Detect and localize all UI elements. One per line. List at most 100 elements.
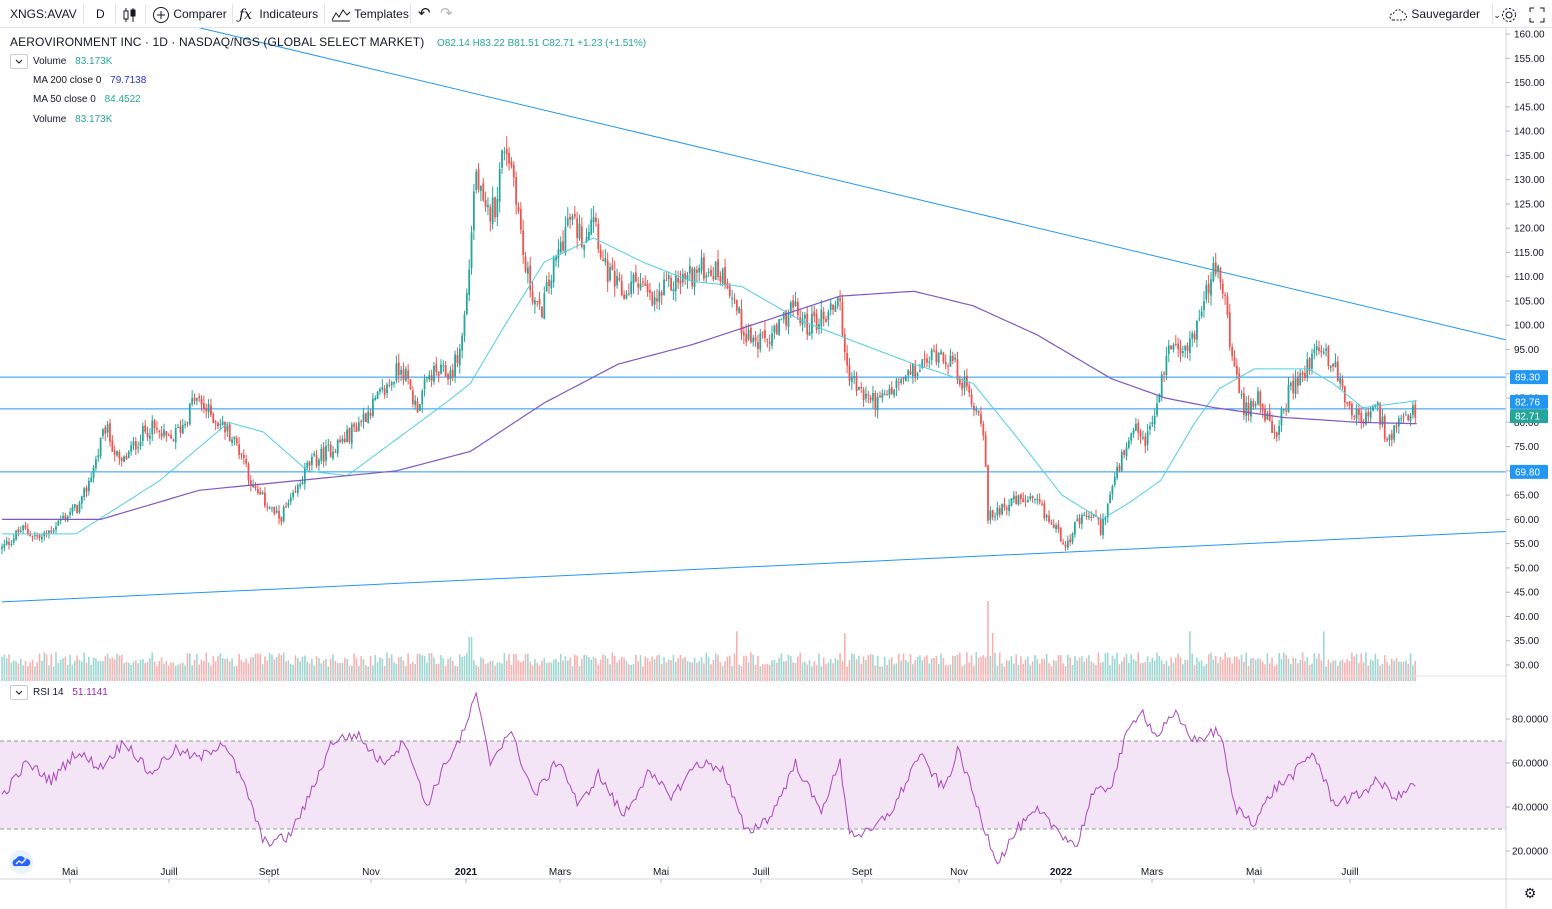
volume-bar [1297, 663, 1299, 681]
candle-body [292, 492, 295, 497]
rsi-tick-label: 60.0000 [1512, 759, 1549, 770]
save-button[interactable]: Sauvegarder ⌄ [1388, 0, 1501, 28]
volume-bar [440, 654, 442, 681]
legend-ma200[interactable]: MA 200 close 0 79.7138 [33, 75, 146, 86]
price-tick-label: 65.00 [1514, 491, 1539, 502]
rsi-axis[interactable]: 80.0000 60.0000 40.0000 20.0000 [1506, 715, 1549, 858]
candle-body [1306, 359, 1309, 378]
candle-body [578, 223, 581, 239]
candle-body [1268, 411, 1271, 422]
volume-bar [109, 658, 111, 681]
candle-body [214, 421, 217, 423]
candle-body [120, 458, 123, 461]
candle-body [503, 151, 506, 153]
volume-bar [588, 657, 590, 681]
candle-body [1048, 515, 1050, 522]
volume-bar [804, 661, 806, 681]
volume-bar [778, 657, 780, 681]
candle-body [623, 294, 626, 299]
volume-bar [12, 660, 15, 681]
time-axis[interactable]: Mai Juill Sept Nov 2021 Mars Mai Juill Sept Nov 20… [62, 867, 1536, 901]
candle-body [531, 291, 534, 303]
indicators-button[interactable]: ƒx Indicateurs [239, 0, 318, 28]
candle-body [409, 379, 412, 389]
volume-bar [386, 652, 388, 681]
candle-body [961, 382, 964, 390]
volume-bar [782, 661, 785, 681]
volume-bar [332, 654, 334, 681]
volume-bar [1273, 666, 1276, 681]
settings-button[interactable] [1500, 0, 1518, 28]
legend-volume[interactable]: Volume 83.173K [33, 56, 112, 67]
candle-body [1257, 390, 1259, 405]
volume-bar [595, 658, 597, 681]
legend-rsi[interactable]: RSI 14 51.1141 [33, 687, 108, 698]
fullscreen-button[interactable] [1529, 0, 1545, 28]
compare-label: Comparer [173, 7, 227, 21]
tradingview-logo[interactable] [9, 850, 33, 874]
volume-bar [1407, 663, 1410, 681]
volume-bar [585, 655, 588, 681]
candle-body [557, 249, 560, 259]
candle-body [677, 278, 680, 283]
candle-body [146, 433, 149, 438]
volume-bar [243, 662, 245, 681]
candle-body [69, 512, 71, 516]
volume-bar [768, 664, 771, 681]
templates-button[interactable]: Templates [331, 0, 409, 28]
candle-body [1261, 404, 1264, 411]
candle-body [1301, 372, 1304, 375]
chart-canvas[interactable]: 160.00 155.00 150.00 145.00 140.00 135.00 130.… [0, 28, 1552, 909]
interval-button[interactable]: D [96, 7, 105, 21]
volume-bar [813, 661, 816, 681]
redo-icon[interactable]: ↷ [440, 5, 453, 22]
candle-body [1212, 262, 1215, 282]
volume-bar [325, 659, 327, 681]
rsi-collapse-button[interactable] [10, 685, 28, 700]
volume-bar [149, 658, 151, 681]
candle-body [26, 528, 29, 534]
volume-bar [353, 653, 355, 681]
candle-body [1193, 333, 1196, 340]
chevron-down-icon[interactable]: ⌄ [1493, 10, 1501, 20]
volume-bar [705, 652, 708, 681]
candle-body [869, 397, 872, 400]
undo-icon[interactable]: ↶ [418, 5, 431, 22]
volume-bar [832, 663, 834, 681]
volume-bar [1165, 660, 1168, 681]
candle-body [430, 375, 433, 381]
symbol-search[interactable]: XNGS:AVAV [10, 0, 77, 28]
legend-ma50[interactable]: MA 50 close 0 84.4522 [33, 94, 141, 105]
legend-collapse-button[interactable] [10, 54, 28, 69]
volume-bar [1057, 655, 1060, 681]
candle-body [942, 352, 945, 362]
legend-volume-2[interactable]: Volume 83.173K [33, 114, 112, 125]
candle-body [472, 191, 475, 231]
volume-bar [1189, 631, 1191, 681]
price-label-box [1510, 464, 1548, 479]
volume-bar [628, 664, 630, 681]
volume-bar [754, 665, 757, 681]
candle-body [803, 314, 806, 319]
volume-bar [426, 662, 428, 681]
chart-type-button[interactable] [121, 0, 139, 28]
candle-body [637, 283, 640, 288]
candle-body [515, 177, 518, 205]
candle-body [632, 274, 635, 284]
volume-bar [905, 660, 907, 681]
candle-body [606, 260, 609, 282]
volume-bar [909, 654, 912, 681]
candle-body [1292, 380, 1295, 394]
volume-bar [869, 653, 872, 681]
compare-button[interactable]: Comparer [152, 0, 227, 28]
candle-body [921, 359, 924, 369]
price-axis[interactable]: 160.00 155.00 150.00 145.00 140.00 135.00 130.… [1506, 30, 1545, 672]
volume-bar [400, 656, 402, 681]
candle-body [52, 530, 55, 532]
candle-body [402, 369, 405, 380]
candle-body [1210, 279, 1212, 296]
volume-bar [393, 662, 395, 681]
volume-bar [1308, 664, 1311, 681]
volume-bar [1102, 661, 1104, 681]
volume-bar [461, 656, 463, 681]
